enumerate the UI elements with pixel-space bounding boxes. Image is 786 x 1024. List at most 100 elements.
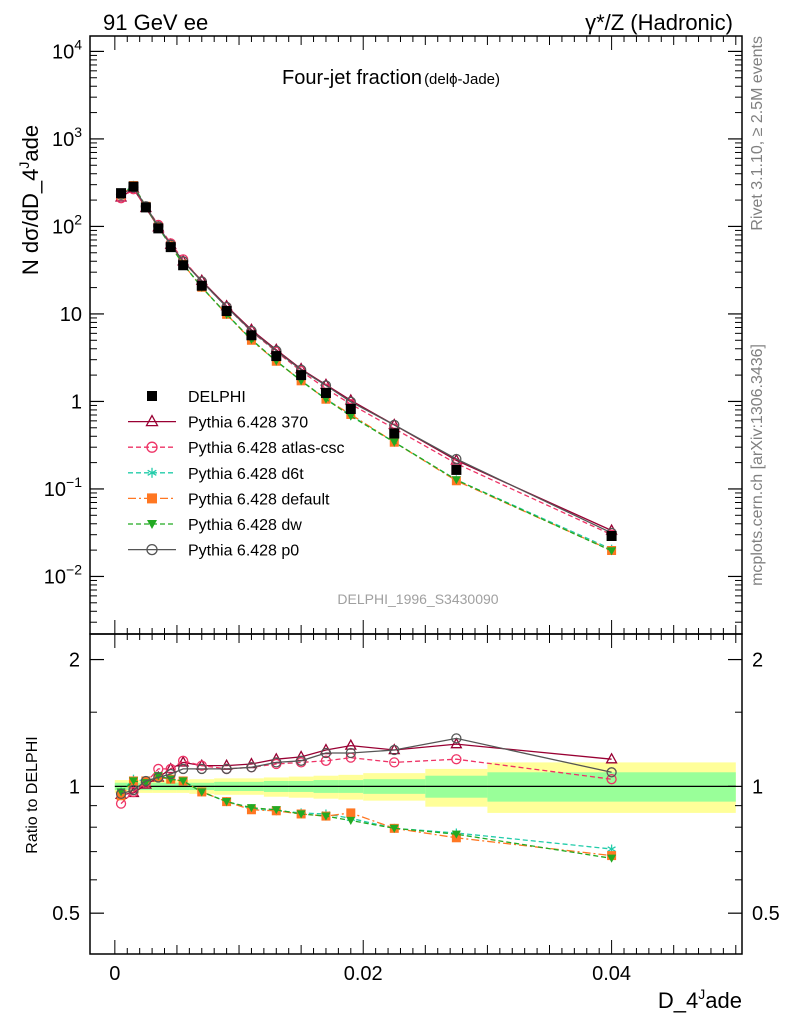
ratio-series-point-shape xyxy=(177,755,189,766)
ratio-series-point xyxy=(450,737,463,749)
legend-marker xyxy=(146,441,158,453)
ratio-series-point-shape xyxy=(196,760,207,771)
ratio-series-point xyxy=(222,798,232,807)
main-y-axis-label-tail: ade xyxy=(18,125,43,162)
legend-label: Pythia 6.428 p0 xyxy=(188,543,299,560)
legend-label: Pythia 6.428 default xyxy=(188,491,330,508)
legend-marker-shape xyxy=(146,441,158,453)
main-data-point-shape xyxy=(128,181,139,192)
main-data-point-shape xyxy=(221,306,232,317)
ratio-series-point-shape xyxy=(246,762,257,773)
main-y-tick-label-base: 10 xyxy=(44,479,66,501)
ratio-series-point-shape xyxy=(178,777,188,786)
legend-marker-shape xyxy=(147,520,157,529)
ratio-series-point xyxy=(345,747,356,759)
main-y-tick-label-base: 10 xyxy=(44,566,66,588)
main-series-point-shape xyxy=(451,476,461,485)
legend-marker xyxy=(146,543,158,556)
ratio-series-point xyxy=(196,763,207,775)
main-data-point-shape xyxy=(345,403,356,414)
header-left-label: 91 GeV ee xyxy=(103,10,208,35)
ratio-series-point xyxy=(607,854,617,863)
main-data-point xyxy=(320,387,331,398)
main-y-tick-label-base: 1 xyxy=(71,391,82,413)
main-y-axis-label-sup: J xyxy=(16,162,32,169)
main-y-axis-label: N dσ/dD_4Jade xyxy=(16,125,43,275)
main-y-tick-label: 10 xyxy=(60,304,82,326)
ratio-series-point-shape xyxy=(346,816,356,825)
ratio-series-point xyxy=(128,784,139,796)
main-data-point xyxy=(196,280,207,291)
main-data-point-shape xyxy=(271,351,282,362)
legend-label: Pythia 6.428 dw xyxy=(188,517,302,534)
ratio-series-point-shape xyxy=(221,763,232,775)
ratio-series-point xyxy=(141,779,151,788)
ratio-series-point-stroke xyxy=(607,846,616,852)
ratio-series-point-shape xyxy=(271,806,281,815)
ratio-series-point xyxy=(197,788,207,797)
main-data-point-shape xyxy=(246,330,257,341)
x-tick-label: 0.02 xyxy=(344,963,383,985)
legend-label: DELPHI xyxy=(188,389,246,406)
ratio-series-point-shape xyxy=(246,804,256,813)
ratio-series-point-shape xyxy=(451,754,462,765)
legend-marker-shape xyxy=(147,391,157,401)
main-data-point-shape xyxy=(153,223,164,234)
ratio-series-point xyxy=(115,788,127,799)
ratio-series-point xyxy=(451,754,462,765)
ratio-series-point xyxy=(320,747,332,759)
ratio-series-point xyxy=(246,762,257,773)
main-series-point-shape xyxy=(607,547,617,556)
ratio-series-point-shape xyxy=(320,747,332,759)
ratio-series-point xyxy=(177,755,189,766)
main-data-point-shape xyxy=(389,428,400,439)
ratio-y-tick-label-right: 2 xyxy=(752,650,763,672)
ratio-y-tick-label-right: 0.5 xyxy=(752,903,780,925)
ratio-series-point-shape xyxy=(165,768,176,780)
chart-title: Four-jet fraction (delϕ-Jade) xyxy=(282,67,500,89)
main-series-line xyxy=(120,186,612,534)
main-data-point-shape xyxy=(165,242,176,253)
main-data-point-shape xyxy=(296,370,307,381)
chart-title-main: Four-jet fraction xyxy=(282,67,422,89)
main-data-point xyxy=(606,530,617,541)
legend-item: Pythia 6.428 p0 xyxy=(128,543,299,560)
ratio-series-point xyxy=(295,755,307,766)
ratio-series-point xyxy=(177,763,189,775)
rivet-version-note: Rivet 3.1.10, ≥ 2.5M events xyxy=(749,36,766,231)
main-y-tick-label-base: 10 xyxy=(52,129,74,151)
ratio-series-point xyxy=(128,777,138,786)
main-y-tick-label: 103 xyxy=(52,124,82,151)
ratio-series-point xyxy=(389,824,399,833)
legend-item: Pythia 6.428 atlas-csc xyxy=(128,440,345,457)
main-data-point-shape xyxy=(196,280,207,291)
ratio-series-point-shape xyxy=(128,784,139,796)
ratio-series-point xyxy=(321,812,331,821)
main-y-tick-label-exp: 2 xyxy=(74,211,82,227)
x-axis-label-text: D_4 xyxy=(658,988,698,1013)
chart-title-sub: (delϕ-Jade) xyxy=(424,71,500,88)
main-y-tick-label: 102 xyxy=(52,211,82,238)
legend-marker xyxy=(147,493,157,504)
ratio-series-point-shape xyxy=(389,824,399,833)
ratio-series-point-shape xyxy=(451,830,461,839)
main-y-tick-label: 104 xyxy=(52,36,82,63)
main-series-point xyxy=(346,412,356,421)
main-series-point xyxy=(607,547,617,556)
ratio-series-point xyxy=(140,775,152,787)
ratio-series-point-shape xyxy=(196,763,207,775)
main-data-point xyxy=(246,330,257,341)
ratio-series-point xyxy=(196,760,207,771)
legend-item: Pythia 6.428 d6t xyxy=(128,466,304,483)
main-y-tick-label-exp: 3 xyxy=(74,124,82,140)
ratio-series-point xyxy=(346,816,356,825)
main-y-tick-label: 10−2 xyxy=(44,561,82,588)
ratio-series-point-shape xyxy=(140,775,152,787)
ratio-y-axis-label: Ratio to DELPHI xyxy=(24,736,41,853)
ratio-y-tick-label: 0.5 xyxy=(52,903,80,925)
main-series-line xyxy=(120,188,612,536)
ratio-series-point-shape xyxy=(606,767,617,778)
